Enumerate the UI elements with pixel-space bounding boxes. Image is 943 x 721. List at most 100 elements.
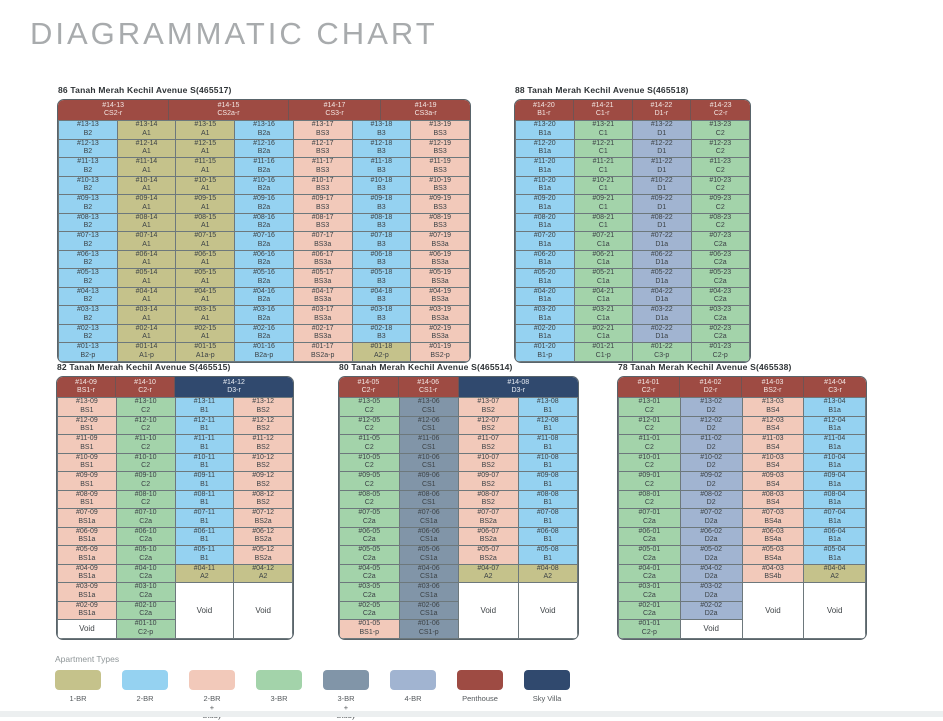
unit-cell-#09-15: #09-15 A1 [175, 194, 236, 214]
unit-cell-#13-17: #13-17 BS3 [292, 120, 353, 140]
building-86-title: 86 Tanah Merah Kechil Avenue S(465517) [58, 85, 232, 95]
building-80-stack-table: #14-05 C2-r #14-06 CS1-r #14-08 D3-r #13-05 C2… [338, 376, 579, 640]
unit-cell-#13-10: #13-10 C2 [115, 397, 176, 417]
unit-cell-#13-13: #13-13 B2 [58, 120, 118, 140]
unit-cell-#10-17: #10-17 BS3 [292, 175, 353, 195]
unit-cell-#08-13: #08-13 B2 [58, 212, 118, 232]
roof-header-cell-#14-05: #14-05 C2-r [339, 377, 399, 397]
unit-cell-#12-13: #12-13 B2 [58, 138, 118, 158]
legend-item-label: Penthouse [462, 694, 498, 703]
unit-cell-#03-13: #03-13 B2 [58, 305, 118, 325]
unit-cell-#12-01: #12-01 C2 [618, 415, 681, 435]
unit-cell-#03-02: #03-02 D2a [679, 582, 743, 602]
building-78-roof-header-row: #14-01 C2-r #14-02 D2-r #14-03 BS2-r #14-04 C3-… [618, 377, 866, 397]
unit-cell-#06-14: #06-14 A1 [116, 249, 177, 269]
unit-cell-#02-16: #02-16 B2a [234, 323, 294, 343]
unit-cell-#03-23: #03-23 C2a [690, 305, 750, 325]
unit-cell-#08-06: #08-06 CS1 [398, 489, 459, 509]
unit-cell-#06-16: #06-16 B2a [234, 249, 294, 269]
unit-cell-#12-15: #12-15 A1 [175, 138, 236, 158]
unit-cell-#01-05: #01-05 BS1-p [339, 619, 400, 639]
unit-cell-#08-17: #08-17 BS3 [292, 212, 353, 232]
unit-cell-#07-07: #07-07 BS2a [458, 508, 519, 528]
unit-cell-#11-13: #11-13 B2 [58, 157, 118, 177]
unit-cell-#02-02: #02-02 D2a [679, 600, 743, 620]
unit-cell-#11-09: #11-09 BS1 [57, 434, 117, 454]
unit-cell-#11-08: #11-08 B1 [517, 434, 578, 454]
unit-cell-#06-09: #06-09 BS1a [57, 526, 117, 546]
building-82-stack-table: #14-09 BS1-r #14-10 C2-r #14-12 D3-r #13-09 BS… [56, 376, 294, 640]
unit-cell-#12-10: #12-10 C2 [115, 415, 176, 435]
unit-cell-#09-13: #09-13 B2 [58, 194, 118, 214]
unit-cell-#03-01: #03-01 C2a [618, 582, 681, 602]
unit-cell-#08-12: #08-12 BS2 [233, 489, 293, 509]
page-title: DIAGRAMMATIC CHART [30, 16, 438, 51]
unit-cell-#05-22: #05-22 D1a [632, 268, 692, 288]
unit-cell-#05-16: #05-16 B2a [234, 268, 294, 288]
unit-cell-#07-06: #07-06 CS1a [398, 508, 459, 528]
unit-cell-#02-10: #02-10 C2a [115, 600, 176, 620]
building-86-stack-table: #14-13 CS2-r #14-15 CS2a-r #14-17 CS3-r #14-19… [57, 99, 471, 363]
void-cell: Void [233, 582, 293, 639]
roof-header-cell-#14-19: #14-19 CS3a-r [381, 100, 470, 120]
unit-cell-#06-08: #06-08 B1 [517, 526, 578, 546]
unit-cell-#12-09: #12-09 BS1 [57, 415, 117, 435]
unit-cell-#11-23: #11-23 C2 [690, 157, 750, 177]
unit-cell-#08-11: #08-11 B1 [174, 489, 235, 509]
building-80-unit-grid: #13-05 C2 #13-06 CS1 #13-07 BS2 #13-08 B1 #12-05… [339, 397, 578, 639]
unit-cell-#02-14: #02-14 A1 [116, 323, 177, 343]
unit-cell-#11-22: #11-22 D1 [632, 157, 692, 177]
unit-cell-#06-05: #06-05 C2a [339, 526, 400, 546]
unit-cell-#10-12: #10-12 BS2 [233, 452, 293, 472]
unit-cell-#13-21: #13-21 C1 [573, 120, 633, 140]
unit-cell-#03-18: #03-18 B3 [351, 305, 412, 325]
unit-cell-#10-10: #10-10 C2 [115, 452, 176, 472]
unit-cell-#13-04: #13-04 B1a [803, 397, 866, 417]
unit-cell-#01-13: #01-13 B2-p [58, 342, 118, 362]
unit-cell-#07-17: #07-17 BS3a [292, 231, 353, 251]
unit-cell-#07-08: #07-08 B1 [517, 508, 578, 528]
unit-cell-#13-18: #13-18 B3 [351, 120, 412, 140]
unit-cell-#07-11: #07-11 B1 [174, 508, 235, 528]
unit-cell-#09-02: #09-02 D2 [679, 471, 743, 491]
roof-header-cell-#14-15: #14-15 CS2a-r [169, 100, 289, 120]
unit-cell-#13-14: #13-14 A1 [116, 120, 177, 140]
unit-cell-#03-05: #03-05 C2a [339, 582, 400, 602]
unit-cell-#06-17: #06-17 BS3a [292, 249, 353, 269]
roof-header-cell-#14-01: #14-01 C2-r [618, 377, 680, 397]
unit-cell-#12-05: #12-05 C2 [339, 415, 400, 435]
unit-cell-#12-11: #12-11 B1 [174, 415, 235, 435]
unit-cell-#13-01: #13-01 C2 [618, 397, 681, 417]
roof-header-cell-#14-06: #14-06 CS1-r [398, 377, 459, 397]
unit-cell-#02-23: #02-23 C2a [690, 323, 750, 343]
unit-cell-#01-10: #01-10 C2-p [115, 619, 176, 639]
unit-cell-#09-19: #09-19 BS3 [410, 194, 470, 214]
unit-cell-#03-21: #03-21 C1a [573, 305, 633, 325]
legend-swatch-skyvilla [524, 670, 570, 690]
unit-cell-#13-20: #13-20 B1a [515, 120, 575, 140]
roof-header-cell-#14-20: #14-20 B1-r [515, 100, 574, 120]
void-cell: Void [741, 582, 805, 639]
void-cell: Void [57, 619, 117, 639]
roof-header-cell-#14-22: #14-22 D1-r [632, 100, 692, 120]
unit-cell-#12-07: #12-07 BS2 [458, 415, 519, 435]
unit-cell-#05-11: #05-11 B1 [174, 545, 235, 565]
roof-header-cell-#14-10: #14-10 C2-r [116, 377, 175, 397]
unit-cell-#11-01: #11-01 C2 [618, 434, 681, 454]
unit-cell-#02-15: #02-15 A1 [175, 323, 236, 343]
legend-item-2-br: 2-BR [122, 670, 168, 721]
unit-cell-#09-14: #09-14 A1 [116, 194, 177, 214]
building-78-unit-grid: #13-01 C2 #13-02 D2 #13-03 BS4 #13-04 B1a #12-01… [618, 397, 866, 639]
unit-cell-#04-18: #04-18 B3 [351, 286, 412, 306]
unit-cell-#07-13: #07-13 B2 [58, 231, 118, 251]
unit-cell-#02-21: #02-21 C1a [573, 323, 633, 343]
unit-cell-#12-22: #12-22 D1 [632, 138, 692, 158]
void-cell: Void [517, 582, 578, 639]
unit-cell-#11-17: #11-17 BS3 [292, 157, 353, 177]
unit-cell-#12-17: #12-17 BS3 [292, 138, 353, 158]
building-86-roof-header-row: #14-13 CS2-r #14-15 CS2a-r #14-17 CS3-r #14-19… [58, 100, 470, 120]
legend-item-label: 4-BR [404, 694, 422, 703]
unit-cell-#09-03: #09-03 BS4 [741, 471, 805, 491]
unit-cell-#12-12: #12-12 BS2 [233, 415, 293, 435]
